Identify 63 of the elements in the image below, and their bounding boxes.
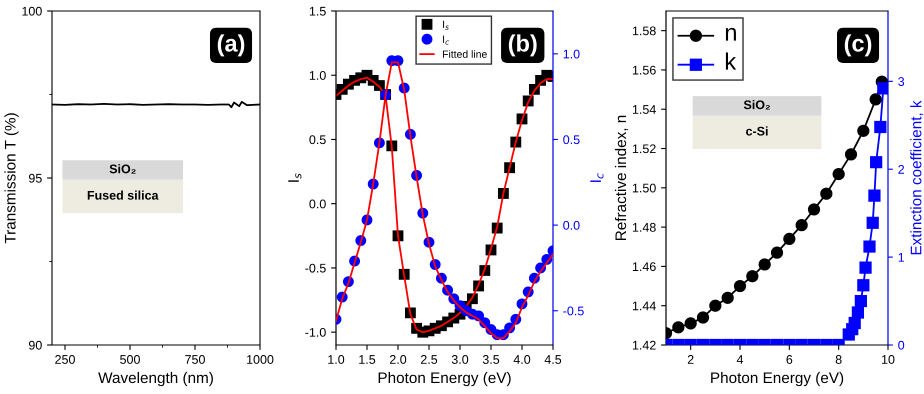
- x-axis-title: Wavelength (nm): [98, 372, 213, 386]
- y-tick-label: 1.54: [632, 105, 656, 114]
- legend-label: n: [726, 28, 736, 41]
- annotation: SiO₂: [110, 164, 136, 174]
- x-tick-label: 3.0: [452, 355, 468, 364]
- x-tick-label: 250: [55, 355, 75, 364]
- y-axis-title: Refractive index, n: [614, 116, 628, 240]
- y2-tick-label: -0.5: [563, 306, 584, 316]
- y-tick-label: 0.5: [309, 135, 326, 144]
- y-tick-label: 1.56: [632, 66, 656, 75]
- x-tick-label: 2.5: [420, 355, 438, 364]
- x-axis-title: Photon Energy (eV): [711, 372, 844, 386]
- x-tick-label: 4.0: [514, 355, 530, 364]
- y2-tick-label: 1: [898, 253, 904, 262]
- y2-axis-title: Extinction coefficient, k: [910, 100, 924, 254]
- x-tick-label: 4: [736, 355, 744, 364]
- annotation: Fused silica: [88, 190, 159, 200]
- x-tick-label: 4.5: [544, 355, 562, 364]
- y-tick-label: 1.0: [310, 71, 326, 80]
- x-tick-label: 2.0: [390, 355, 406, 364]
- annotation: c-Si: [746, 126, 768, 136]
- x-tick-label: 750: [185, 355, 205, 364]
- y-tick-label: 1.52: [632, 144, 656, 154]
- x-tick-label: 1000: [247, 355, 274, 364]
- annotation: (c): [844, 34, 872, 56]
- legend-label: k: [726, 52, 736, 70]
- y-tick-label: 1.50: [632, 184, 656, 192]
- x-axis-title: Photon Energy (eV): [378, 372, 511, 386]
- y-tick-label: 1.44: [632, 302, 656, 310]
- legend-label: Fitted line: [442, 50, 487, 58]
- x-tick-label: 3.5: [482, 355, 500, 364]
- y2-tick-label: 3: [898, 77, 904, 86]
- y-tick-label: 100: [22, 6, 42, 16]
- y-tick-label: -0.5: [305, 264, 326, 273]
- x-tick-label: 2: [688, 355, 694, 364]
- legend-label: I$_{c}$: [443, 36, 450, 45]
- annotation: (b): [508, 34, 537, 56]
- x-tick-label: 10: [882, 355, 894, 364]
- y-tick-label: 0.0: [309, 199, 326, 208]
- x-tick-label: 8: [836, 355, 842, 364]
- y-tick-label: 1.58: [632, 26, 656, 36]
- y2-tick-label: 1.0: [564, 50, 580, 58]
- y2-tick-label: 0: [898, 340, 904, 350]
- annotation: SiO₂: [744, 100, 770, 110]
- legend-label: I$_{s}$: [443, 20, 449, 30]
- y-tick-label: 1.46: [632, 262, 656, 272]
- y-axis-title: I$_{s}$: [288, 173, 302, 182]
- annotation: (a): [218, 34, 244, 56]
- y2-tick-label: 2: [898, 165, 904, 174]
- y2-tick-label: 0.5: [563, 135, 580, 144]
- y-tick-label: 90: [28, 340, 42, 350]
- y-tick-label: 1.5: [310, 6, 326, 16]
- x-tick-label: 500: [120, 355, 140, 364]
- y-tick-label: -1.0: [305, 328, 326, 337]
- y2-axis-title: I$_{c}$: [590, 173, 604, 182]
- y-axis-title: Transmission T (%): [4, 113, 19, 244]
- x-tick-label: 1.0: [328, 355, 344, 364]
- x-tick-label: 6: [786, 355, 792, 364]
- x-tick-label: 1.5: [359, 355, 376, 364]
- y-tick-label: 95: [28, 174, 42, 183]
- y-tick-label: 1.42: [632, 340, 656, 350]
- y2-tick-label: 0.0: [563, 220, 580, 230]
- y-tick-label: 1.48: [632, 222, 656, 232]
